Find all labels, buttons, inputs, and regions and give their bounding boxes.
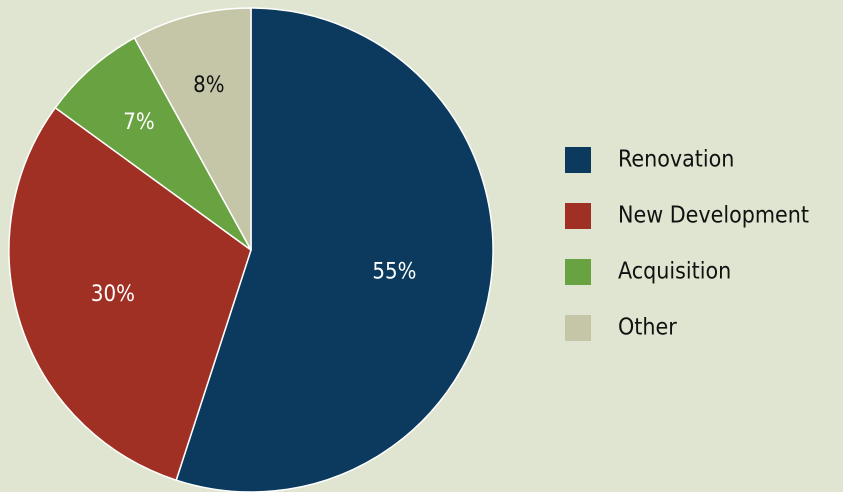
pie-slice [8,106,252,482]
legend-swatch [565,147,591,173]
slice-label: 8% [193,73,224,98]
legend-label: New Development [618,203,809,229]
legend-swatch [565,259,591,285]
legend-swatch [565,203,591,229]
slice-label: 55% [372,260,416,285]
pie-slice [133,7,252,251]
legend-label: Other [618,315,677,341]
pie-slice [54,36,252,251]
slice-label: 30% [91,282,135,307]
legend-label: Renovation [618,147,734,173]
legend-label: Acquisition [618,259,731,285]
slice-label: 7% [123,110,154,135]
pie-slice [175,7,494,492]
legend-swatch [565,315,591,341]
